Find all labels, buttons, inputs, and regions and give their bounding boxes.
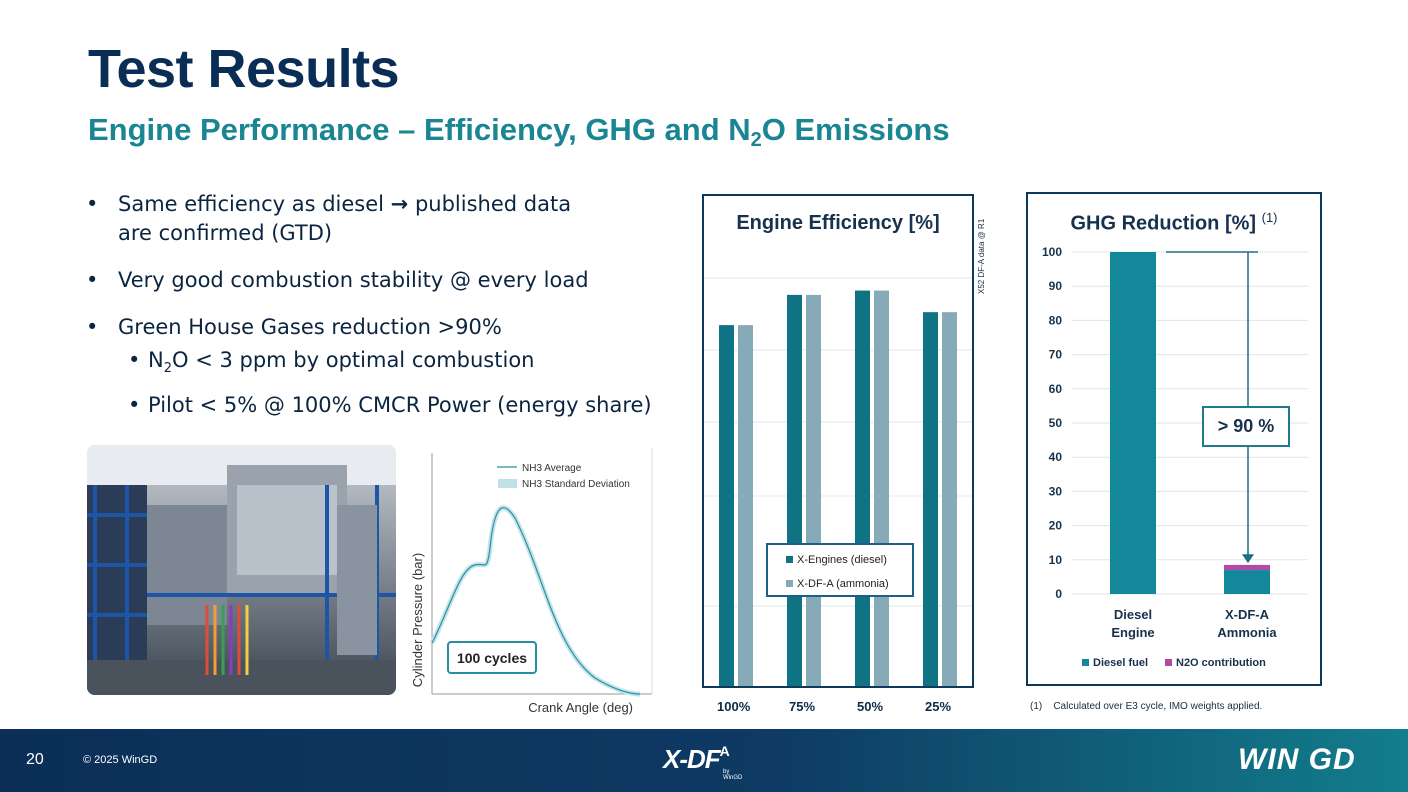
- efficiency-bar-X-DF-A (ammonia)-75%: [806, 294, 821, 686]
- legend-std-label: NH3 Standard Deviation: [522, 479, 630, 490]
- ghg-legend-swatch-n2o: [1165, 659, 1172, 666]
- ghg-ytick-10: 10: [1049, 553, 1063, 567]
- xdfa-logo: X-DFA by WinGD: [663, 743, 743, 781]
- ghg-ytick-40: 40: [1049, 450, 1063, 464]
- ghg-legend-diesel: Diesel fuel: [1082, 657, 1148, 669]
- footer-bar: 20 © 2025 WinGD X-DFA by WinGD WIN GD: [0, 729, 1408, 792]
- efficiency-xtick-75: 75%: [789, 699, 816, 714]
- efficiency-chart-title: Engine Efficiency [%]: [736, 212, 940, 234]
- cylinder-pressure-plot: NH3 Average NH3 Standard Deviation Cylin…: [405, 448, 655, 718]
- efficiency-bar-X-DF-A (ammonia)-50%: [874, 290, 889, 686]
- page-subtitle: Engine Performance – Efficiency, GHG and…: [88, 112, 950, 151]
- wingd-logo: WIN GD: [1238, 743, 1356, 776]
- bullet-ghg: Green House Gases reduction >90%: [86, 313, 686, 342]
- legend-avg-label: NH3 Average: [522, 463, 582, 474]
- efficiency-plot: [704, 277, 972, 686]
- ghg-ytick-50: 50: [1049, 416, 1063, 430]
- efficiency-bar-X-DF-A (ammonia)-100%: [738, 325, 753, 686]
- ghg-arrow-head: [1242, 554, 1254, 564]
- efficiency-bar-X-Engines (diesel)-25%: [923, 312, 938, 686]
- ghg-legend-n2o: N2O contribution: [1165, 657, 1266, 669]
- copyright: © 2025 WinGD: [83, 754, 158, 766]
- efficiency-legend: X-Engines (diesel) X-DF-A (ammonia): [766, 543, 914, 597]
- efficiency-bar-X-Engines (diesel)-50%: [855, 290, 870, 686]
- bullet-list: Same efficiency as diesel → published da…: [86, 190, 686, 423]
- ghg-footnote: (1) Calculated over E3 cycle, IMO weight…: [1030, 701, 1263, 712]
- ghg-chart: GHG Reduction [%] (1) 0 10 20 30 40 50 60 70 80 9…: [1026, 192, 1322, 686]
- ghg-chart-title: GHG Reduction [%] (1): [1070, 210, 1278, 235]
- cycles-box: [447, 641, 537, 674]
- page-number: 20: [26, 751, 44, 768]
- cycles-box-label: 100 cycles: [457, 650, 527, 666]
- efficiency-xtick-25: 25%: [925, 699, 952, 714]
- legend-swatch-ammonia: [786, 580, 793, 587]
- ghg-xtick-1-1: Ammonia: [1217, 625, 1277, 640]
- efficiency-side-note: X52 DF-A data @ R1: [977, 218, 986, 294]
- efficiency-bar-X-DF-A (ammonia)-25%: [942, 312, 957, 686]
- ghg-bar-diesel-fuel-1: [1224, 570, 1270, 594]
- legend-swatch-diesel: [786, 556, 793, 563]
- engine-test-photo: [87, 445, 396, 695]
- ghg-ytick-100: 100: [1042, 245, 1062, 259]
- bullet-efficiency: Same efficiency as diesel → published da…: [86, 190, 686, 248]
- sub-bullet-n2o: N2O < 3 ppm by optimal combustion: [86, 342, 686, 387]
- ghg-bar-n2o-1: [1224, 564, 1270, 571]
- pressure-ylabel: Cylinder Pressure (bar): [410, 553, 425, 687]
- ghg-ytick-30: 30: [1049, 484, 1063, 498]
- efficiency-xtick-50: 50%: [857, 699, 884, 714]
- ghg-ytick-60: 60: [1049, 382, 1063, 396]
- ghg-xtick-0-0: Diesel: [1114, 607, 1152, 622]
- ghg-plot: 0 10 20 30 40 50 60 70 80 90 100 Diesel Engine X-DF-A…: [1042, 245, 1308, 640]
- ghg-ytick-80: 80: [1049, 313, 1063, 327]
- ghg-bar-diesel-fuel-0: [1110, 252, 1156, 594]
- ghg-legend-swatch-diesel: [1082, 659, 1089, 666]
- sub-bullet-pilot: Pilot < 5% @ 100% CMCR Power (energy sha…: [86, 387, 686, 423]
- reduction-callout: > 90 %: [1202, 406, 1290, 447]
- bullet-stability: Very good combustion stability @ every l…: [86, 266, 686, 295]
- legend-item-ammonia: X-DF-A (ammonia): [786, 578, 889, 590]
- arrow-icon: →: [390, 192, 409, 216]
- ghg-ytick-20: 20: [1049, 519, 1063, 533]
- ghg-xtick-1-0: X-DF-A: [1225, 607, 1270, 622]
- efficiency-bar-X-Engines (diesel)-75%: [787, 294, 802, 686]
- page-title: Test Results: [88, 39, 400, 99]
- ghg-xtick-0-1: Engine: [1111, 625, 1154, 640]
- efficiency-bar-X-Engines (diesel)-100%: [719, 325, 734, 686]
- pressure-xlabel: Crank Angle (deg): [528, 700, 633, 715]
- ghg-ytick-90: 90: [1049, 279, 1063, 293]
- legend-item-diesel: X-Engines (diesel): [786, 554, 887, 566]
- ghg-ytick-0: 0: [1055, 587, 1062, 601]
- efficiency-xtick-100: 100%: [717, 699, 751, 714]
- ghg-ytick-70: 70: [1049, 348, 1063, 362]
- efficiency-chart: Engine Efficiency [%] X-Engines (diesel)…: [702, 194, 974, 688]
